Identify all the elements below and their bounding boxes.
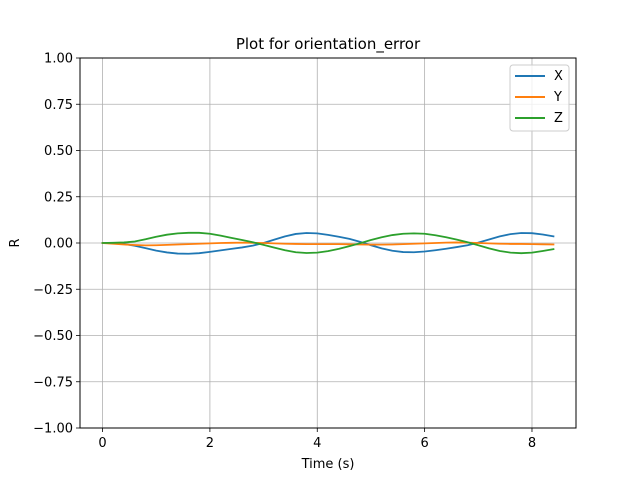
y-tick-label: −0.75 [33, 375, 73, 390]
series-line-z [101, 231, 555, 255]
series-line-y [101, 241, 555, 247]
x-axis-label: Time (s) [301, 457, 355, 472]
y-tick-label: −0.25 [33, 283, 73, 298]
x-tick-label: 2 [206, 436, 214, 451]
x-tick-label: 0 [98, 436, 106, 451]
series-lines [101, 231, 555, 255]
y-tick-label: −0.50 [33, 329, 73, 344]
y-tick-label: 0.25 [44, 190, 73, 205]
x-tick-label: 8 [528, 436, 536, 451]
legend-label-z: Z [554, 111, 563, 126]
x-tick-label: 4 [313, 436, 321, 451]
y-tick-label: −1.00 [33, 422, 73, 437]
chart-title: Plot for orientation_error [236, 35, 421, 54]
y-axis-label: R [8, 238, 23, 247]
legend-label-y: Y [553, 90, 562, 105]
y-tick-label: 0.50 [44, 144, 73, 159]
legend-label-x: X [554, 69, 563, 84]
x-tick-label: 6 [420, 436, 428, 451]
legend: X Y Z [509, 64, 570, 132]
y-tick-label: 0.75 [44, 98, 73, 113]
y-tick-label: 0.00 [44, 237, 73, 252]
axis-ticks: 0 2 4 6 8 −1.00 −0.75 −0.50 −0.25 0.00 0.25 0.50 0.7… [33, 52, 536, 452]
y-tick-label: 1.00 [44, 52, 73, 67]
